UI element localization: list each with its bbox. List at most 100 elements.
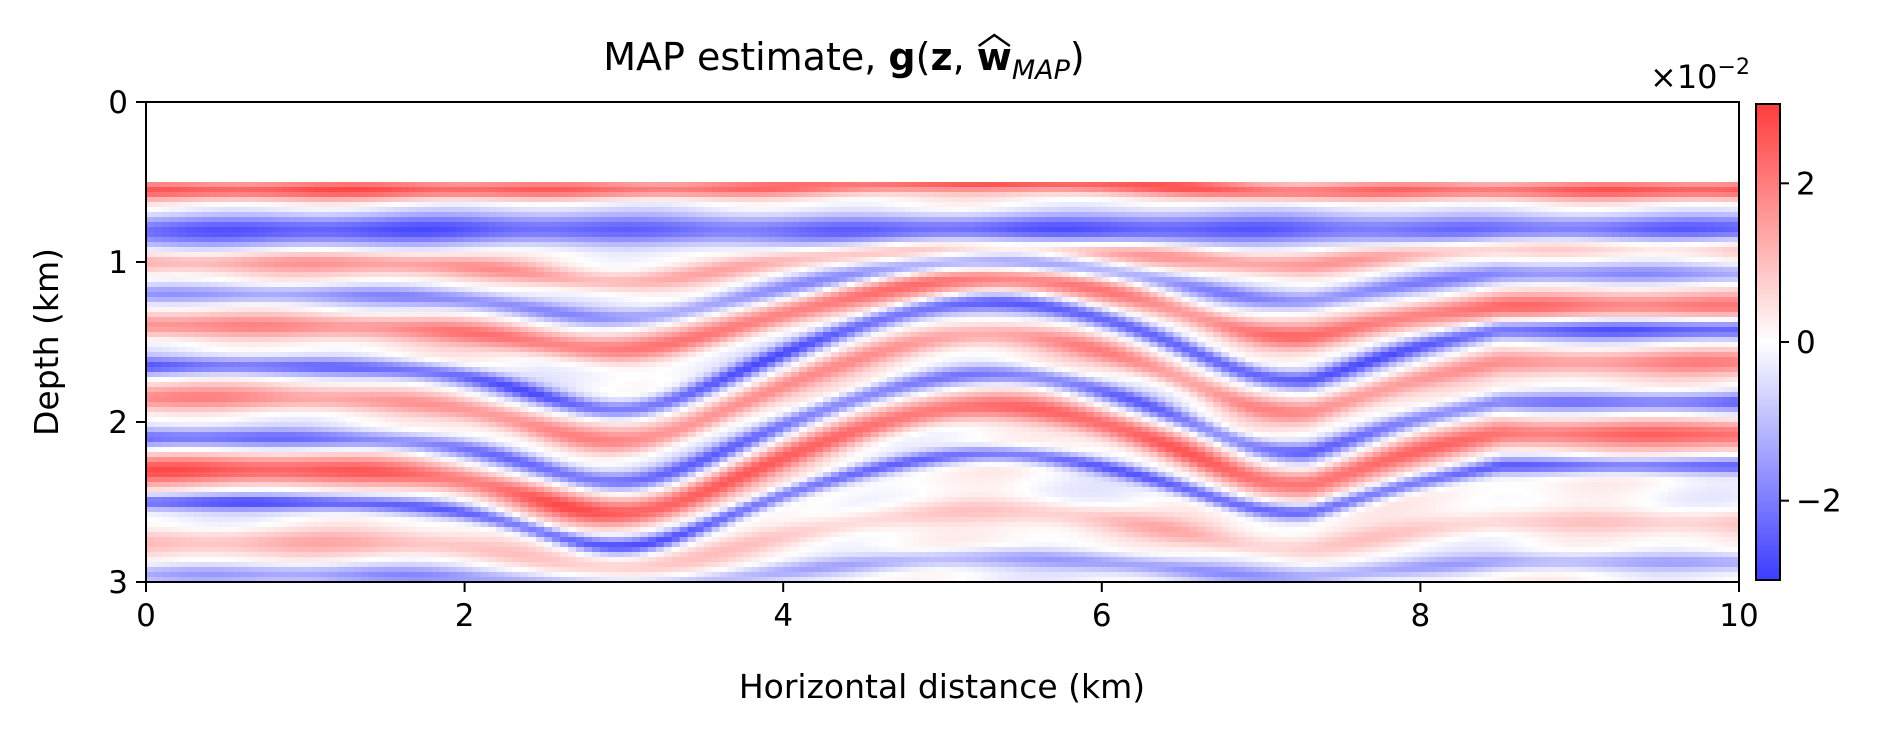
heatmap-cell bbox=[1675, 187, 1684, 193]
heatmap-cell bbox=[1125, 272, 1135, 278]
heatmap-cell bbox=[647, 292, 657, 298]
heatmap-cell bbox=[1269, 187, 1278, 193]
heatmap-cell bbox=[1531, 202, 1541, 208]
heatmap-cell bbox=[711, 297, 721, 303]
heatmap-cell bbox=[1221, 197, 1230, 203]
heatmap-cell bbox=[345, 242, 354, 248]
heatmap-cell bbox=[193, 192, 203, 198]
heatmap-cell bbox=[1125, 287, 1135, 293]
heatmap-cell bbox=[1611, 187, 1621, 193]
heatmap-cell bbox=[1436, 252, 1445, 258]
heatmap-cell bbox=[663, 277, 673, 283]
heatmap-cell bbox=[1181, 237, 1191, 243]
heatmap-cell bbox=[1189, 292, 1198, 298]
heatmap-cell bbox=[1189, 222, 1198, 228]
heatmap-cell bbox=[464, 202, 474, 208]
heatmap-cell bbox=[448, 232, 458, 238]
heatmap-cell bbox=[376, 267, 386, 273]
heatmap-cell bbox=[1539, 277, 1549, 283]
heatmap-cell bbox=[791, 287, 800, 293]
heatmap-cell bbox=[974, 257, 983, 263]
heatmap-cell bbox=[289, 297, 298, 303]
heatmap-cell bbox=[552, 192, 561, 198]
heatmap-cell bbox=[695, 292, 705, 298]
heatmap-cell bbox=[1324, 227, 1334, 233]
heatmap-cell bbox=[448, 182, 458, 188]
heatmap-cell bbox=[1261, 187, 1270, 193]
heatmap-cell bbox=[265, 257, 275, 263]
heatmap-cell bbox=[974, 197, 983, 203]
heatmap-cell bbox=[185, 222, 195, 228]
heatmap-cell bbox=[249, 267, 259, 273]
heatmap-cell bbox=[1141, 227, 1151, 233]
heatmap-cell bbox=[727, 212, 737, 218]
heatmap-cell bbox=[1061, 212, 1071, 218]
heatmap-cell bbox=[1109, 227, 1119, 233]
heatmap-cell bbox=[1380, 267, 1390, 273]
heatmap-cell bbox=[456, 257, 466, 263]
heatmap-cell bbox=[201, 212, 211, 218]
heatmap-cell bbox=[265, 197, 275, 203]
heatmap-cell bbox=[440, 262, 450, 268]
heatmap-cell bbox=[631, 257, 641, 263]
heatmap-cell bbox=[313, 297, 322, 303]
heatmap-cell bbox=[1277, 287, 1286, 293]
heatmap-cell bbox=[846, 217, 856, 223]
heatmap-cell bbox=[886, 237, 896, 243]
heatmap-cell bbox=[1292, 237, 1302, 243]
heatmap-cell bbox=[1539, 287, 1549, 293]
heatmap-cell bbox=[958, 247, 967, 253]
heatmap-cell bbox=[440, 272, 450, 278]
heatmap-cell bbox=[1054, 302, 1063, 308]
heatmap-cell bbox=[400, 262, 410, 268]
heatmap-cell bbox=[1292, 217, 1302, 223]
heatmap-cell bbox=[313, 242, 322, 248]
heatmap-cell bbox=[1245, 247, 1254, 253]
heatmap-cell bbox=[998, 252, 1007, 258]
heatmap-cell bbox=[1531, 297, 1541, 303]
heatmap-cell bbox=[1388, 182, 1398, 188]
heatmap-cell bbox=[536, 212, 545, 218]
heatmap-cell bbox=[1428, 187, 1437, 193]
heatmap-cell bbox=[854, 287, 864, 293]
heatmap-cell bbox=[1085, 262, 1095, 268]
heatmap-cell bbox=[464, 302, 474, 308]
heatmap-cell bbox=[1237, 217, 1246, 223]
heatmap-cell bbox=[1014, 217, 1023, 223]
heatmap-cell bbox=[241, 187, 251, 193]
heatmap-cell bbox=[966, 252, 975, 258]
heatmap-cell bbox=[321, 287, 330, 293]
heatmap-cell bbox=[1038, 297, 1047, 303]
heatmap-cell bbox=[1038, 277, 1047, 283]
heatmap-cell bbox=[1683, 182, 1692, 188]
heatmap-cell bbox=[886, 182, 896, 188]
heatmap-cell bbox=[1404, 252, 1414, 258]
heatmap-cell bbox=[663, 297, 673, 303]
heatmap-cell bbox=[1515, 217, 1525, 223]
heatmap-cell bbox=[153, 242, 163, 248]
heatmap-cell bbox=[799, 182, 808, 188]
heatmap-cell bbox=[607, 192, 617, 198]
heatmap-cell bbox=[1205, 242, 1214, 248]
heatmap-cell bbox=[177, 297, 187, 303]
heatmap-cell bbox=[982, 187, 991, 193]
heatmap-cell bbox=[1133, 207, 1143, 213]
heatmap-cell bbox=[1428, 262, 1437, 268]
heatmap-cell bbox=[1165, 272, 1175, 278]
heatmap-cell bbox=[376, 197, 386, 203]
heatmap-cell bbox=[1085, 217, 1095, 223]
heatmap-cell bbox=[217, 302, 227, 308]
heatmap-cell bbox=[1149, 197, 1159, 203]
heatmap-cell bbox=[384, 252, 394, 258]
heatmap-cell bbox=[464, 182, 474, 188]
heatmap-cell bbox=[584, 252, 593, 258]
heatmap-cell bbox=[392, 282, 402, 288]
heatmap-cell bbox=[305, 227, 314, 233]
heatmap-cell bbox=[655, 202, 665, 208]
heatmap-cell bbox=[942, 257, 952, 263]
heatmap-cell bbox=[528, 267, 537, 273]
heatmap-cell bbox=[1101, 252, 1111, 258]
heatmap-cell bbox=[1237, 262, 1246, 268]
heatmap-cell bbox=[695, 247, 705, 253]
heatmap-cell bbox=[512, 202, 521, 208]
